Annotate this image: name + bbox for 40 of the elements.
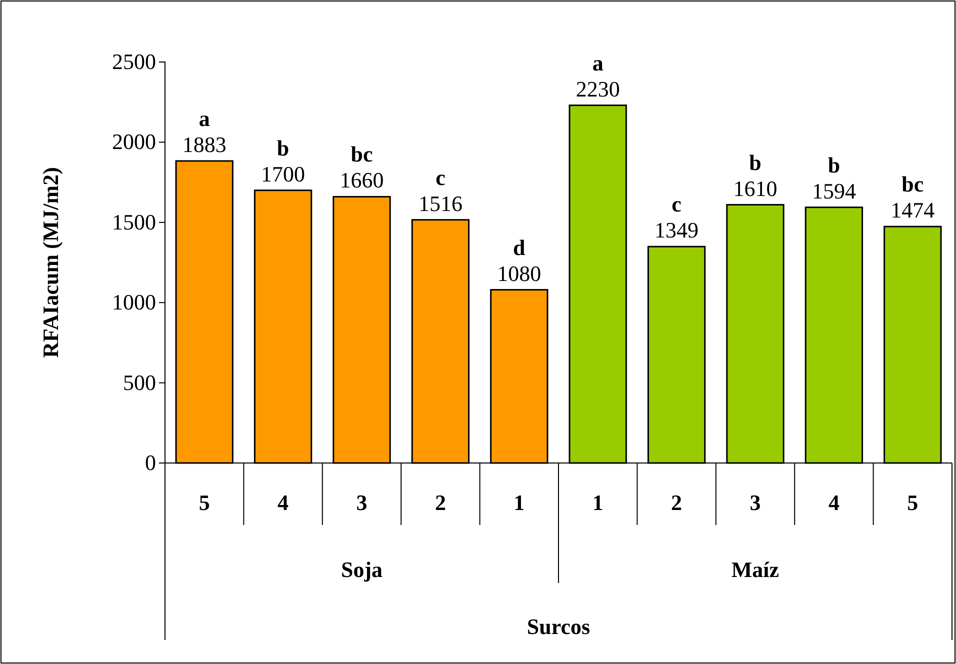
y-tick-label: 1000 — [112, 290, 156, 315]
annotation: c — [436, 164, 446, 190]
annotation: a — [198, 106, 210, 131]
x-tick-label: 3 — [356, 490, 368, 515]
data-label: 1660 — [340, 168, 384, 193]
data-label: 1594 — [812, 178, 856, 204]
x-tick-label: 1 — [592, 490, 604, 515]
annotation: c — [672, 192, 682, 217]
x-tick-label: 4 — [278, 490, 289, 515]
text: Soja — [340, 557, 383, 582]
annotation: b — [276, 135, 290, 160]
data-label: 1610 — [733, 176, 778, 201]
data-label: 2230 — [576, 76, 620, 102]
y-tick-label: 2500 — [112, 49, 156, 74]
data-label: 1349 — [654, 218, 699, 243]
data-label: 1080 — [497, 260, 542, 286]
annotation: b — [828, 152, 840, 178]
x-tick-label: 2 — [671, 490, 682, 515]
annotation: bc — [902, 172, 924, 197]
x-tick-label: 4 — [828, 490, 840, 515]
annotation: bc — [350, 142, 373, 167]
y-tick-label: 0 — [145, 450, 156, 476]
data-label: 1700 — [261, 161, 306, 186]
y-tick-label: 2000 — [112, 129, 156, 154]
annotation: d — [513, 234, 526, 260]
y-tick-label: 1500 — [112, 209, 156, 234]
y-tick-label: 500 — [123, 370, 156, 395]
x-tick-label: 5 — [907, 490, 918, 515]
x-tick-label: 5 — [198, 490, 210, 515]
data-label: 1516 — [418, 190, 462, 216]
x-tick-label: 3 — [750, 490, 761, 515]
x-tick-label: 2 — [434, 490, 446, 515]
y-axis-title: RFAIacum (MJ/m2) — [38, 167, 63, 358]
data-label: 1474 — [890, 198, 935, 223]
text: Maíz — [731, 557, 780, 582]
x-tick-label: 1 — [514, 490, 525, 515]
x-axis-title: Surcos — [526, 614, 591, 639]
annotation: a — [592, 50, 604, 76]
annotation: b — [749, 150, 762, 175]
data-label: 1883 — [182, 132, 226, 157]
